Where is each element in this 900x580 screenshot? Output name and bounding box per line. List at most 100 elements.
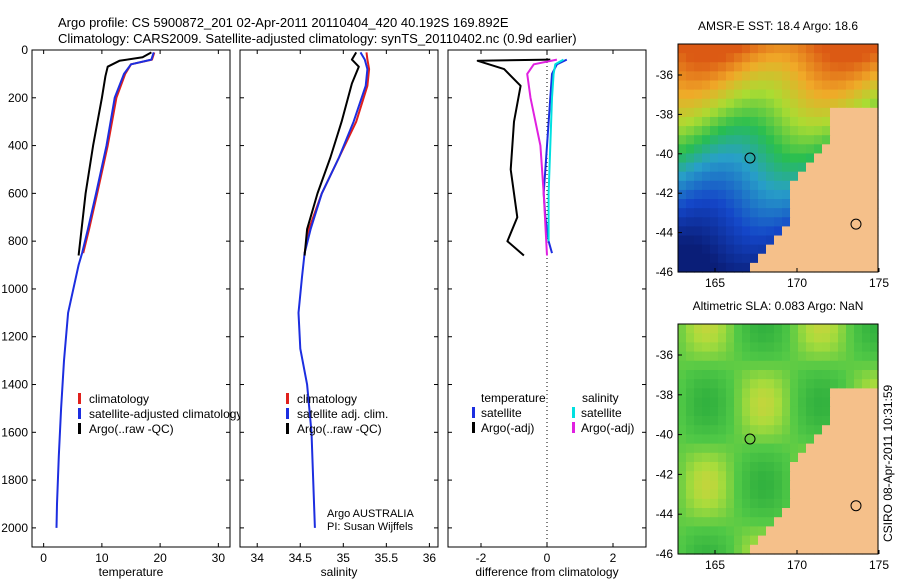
map-cell: [766, 262, 775, 273]
x-tick-label: 2: [610, 551, 617, 565]
map-cell: [710, 544, 719, 555]
map-cell: [798, 226, 807, 237]
map-cell: [742, 144, 751, 155]
map-cell: [766, 462, 775, 472]
map-cell: [710, 462, 719, 472]
map-cell: [798, 44, 807, 54]
map-cell: [718, 162, 727, 173]
map-cell: [814, 89, 823, 100]
map-cell: [750, 135, 759, 145]
map-cell: [718, 71, 727, 82]
map-cell: [758, 342, 767, 353]
map-cell: [718, 351, 727, 362]
map-cell: [766, 489, 775, 500]
map-cell: [742, 508, 751, 518]
map-cell: [822, 180, 831, 191]
map-cell: [798, 434, 807, 445]
map-cell: [782, 425, 791, 435]
map-cell: [686, 535, 695, 546]
map-cell: [870, 462, 879, 472]
map-cell: [830, 406, 839, 417]
map-cell: [814, 360, 823, 371]
map-cell: [766, 171, 775, 182]
map-cell: [766, 324, 775, 334]
map-cell: [734, 107, 743, 118]
legend-swatch: [286, 423, 289, 434]
map-cell: [694, 226, 703, 237]
map-cell: [790, 44, 799, 54]
map-cell: [694, 489, 703, 500]
map-cell: [846, 508, 855, 518]
map-cell: [838, 53, 847, 63]
map-cell: [822, 62, 831, 72]
y-tick-label: 0: [21, 43, 28, 57]
map-cell: [750, 434, 759, 445]
map-cell: [806, 333, 815, 343]
map-cell: [694, 135, 703, 145]
map-cell: [774, 126, 783, 136]
map-cell: [702, 226, 711, 237]
map-cell: [838, 226, 847, 237]
map-cell: [854, 416, 863, 426]
map-cell: [694, 44, 703, 54]
map-cell: [734, 342, 743, 353]
map-cell: [710, 452, 719, 463]
map-cell: [806, 360, 815, 371]
map-cell: [782, 526, 791, 537]
series-line-argoadj: [526, 58, 558, 256]
map-cell: [750, 80, 759, 91]
map-cell: [838, 244, 847, 255]
map-cell: [822, 80, 831, 91]
map-cell: [734, 434, 743, 445]
legend-label: Argo(-adj): [581, 421, 634, 435]
map-cell: [798, 471, 807, 481]
map-cell: [774, 217, 783, 227]
map-cell: [774, 452, 783, 463]
map-cell: [694, 370, 703, 380]
map-cell: [790, 226, 799, 237]
map-cell: [774, 262, 783, 273]
legend-label: satellite adj. clim.: [297, 407, 388, 421]
map-cell: [758, 98, 767, 109]
map-cell: [814, 153, 823, 164]
legend-swatch: [286, 408, 289, 419]
map-cell: [766, 235, 775, 246]
plot-frame: [239, 49, 439, 548]
map-cell: [726, 370, 735, 380]
map-cell: [846, 425, 855, 435]
map-cell: [830, 126, 839, 136]
map-cell: [766, 135, 775, 145]
map-cell: [750, 452, 759, 463]
y-tick-label: -38: [656, 107, 674, 121]
map-cell: [774, 116, 783, 127]
map-cell: [862, 434, 871, 445]
map-cell: [726, 135, 735, 145]
map-cell: [678, 180, 687, 191]
map-cell: [838, 471, 847, 481]
map-cell: [806, 253, 815, 264]
map-cell: [758, 44, 767, 54]
map-cell: [830, 162, 839, 173]
map-cell: [814, 116, 823, 127]
map-cell: [790, 153, 799, 164]
map-cell: [854, 171, 863, 182]
map-cell: [718, 171, 727, 182]
map-cell: [710, 397, 719, 408]
map-cell: [782, 153, 791, 164]
map-cell: [774, 434, 783, 445]
map-cell: [870, 217, 879, 227]
map-cell: [870, 126, 879, 136]
map-cell: [870, 208, 879, 218]
map-cell: [862, 443, 871, 454]
map-cell: [718, 189, 727, 200]
map-cell: [846, 406, 855, 417]
map-cell: [838, 351, 847, 362]
map-cell: [862, 189, 871, 200]
map-cell: [870, 116, 879, 127]
map-cell: [790, 162, 799, 173]
map-cell: [710, 425, 719, 435]
map-cell: [678, 208, 687, 218]
map-cell: [862, 462, 871, 472]
map-cell: [846, 180, 855, 191]
y-tick-label: 1200: [1, 330, 28, 344]
